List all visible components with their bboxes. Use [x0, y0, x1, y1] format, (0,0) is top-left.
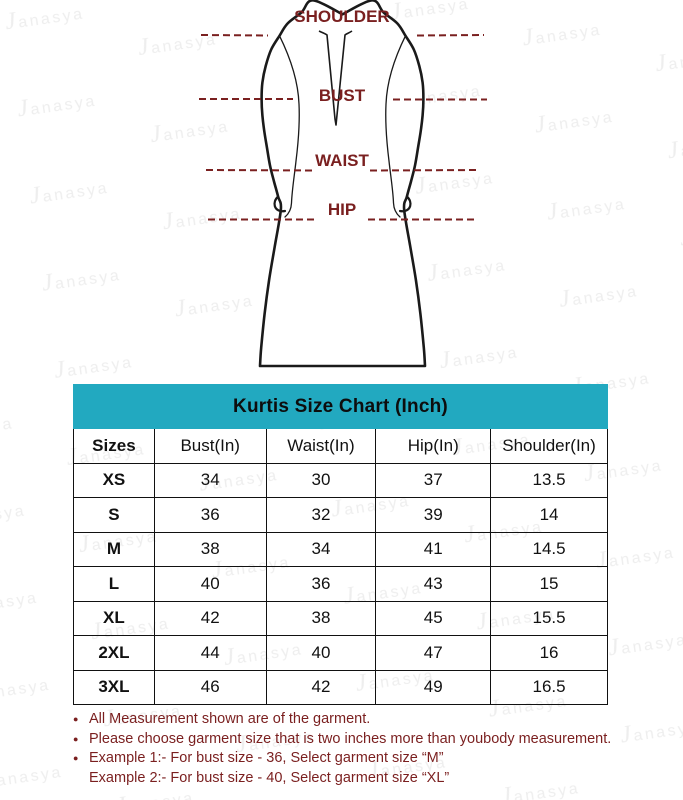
svg-text:WAIST: WAIST — [315, 151, 369, 170]
svg-text:HIP: HIP — [328, 200, 356, 219]
svg-text:SHOULDER: SHOULDER — [294, 7, 389, 26]
svg-text:BUST: BUST — [319, 86, 366, 105]
